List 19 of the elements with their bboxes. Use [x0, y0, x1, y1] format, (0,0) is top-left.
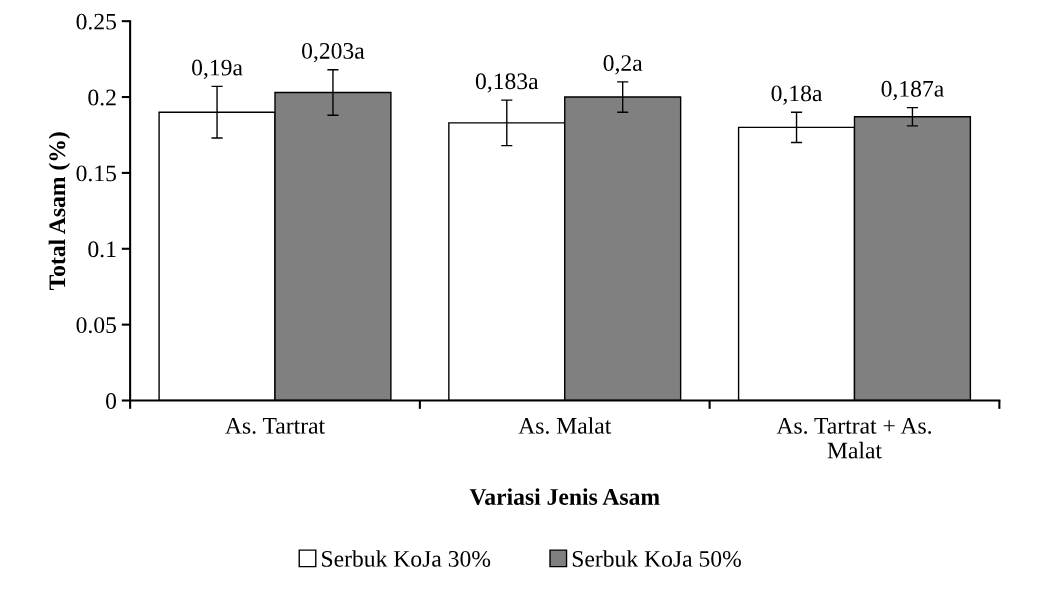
- y-tick-label: 0.25: [76, 13, 117, 30]
- x-tick-label: As. Tartrat: [225, 417, 325, 434]
- legend-label: Serbuk KoJa 50%: [572, 550, 741, 567]
- data-label: 0,183a: [475, 73, 539, 93]
- y-tick-label: 0.05: [76, 317, 117, 334]
- x-tick-label: As. Tartrat + As. Malat: [776, 417, 932, 459]
- y-tick-label: 0: [106, 393, 117, 409]
- data-label: 0,2a: [603, 55, 643, 75]
- x-tick-label: As. Malat: [518, 417, 612, 434]
- data-label: 0,187a: [881, 80, 944, 101]
- y-axis-title: Total Asam (%): [48, 132, 71, 291]
- y-tick-label: 0.1: [88, 241, 116, 258]
- legend-label: Serbuk KoJa 30%: [322, 550, 491, 567]
- data-label: 0,203a: [302, 42, 365, 63]
- x-axis-title: Variasi Jenis Asam: [469, 488, 660, 506]
- y-tick-label: 0.2: [88, 89, 116, 106]
- data-label: 0,19a: [192, 59, 243, 79]
- data-label: 0,18a: [771, 85, 823, 105]
- y-tick-label: 0.15: [76, 165, 117, 182]
